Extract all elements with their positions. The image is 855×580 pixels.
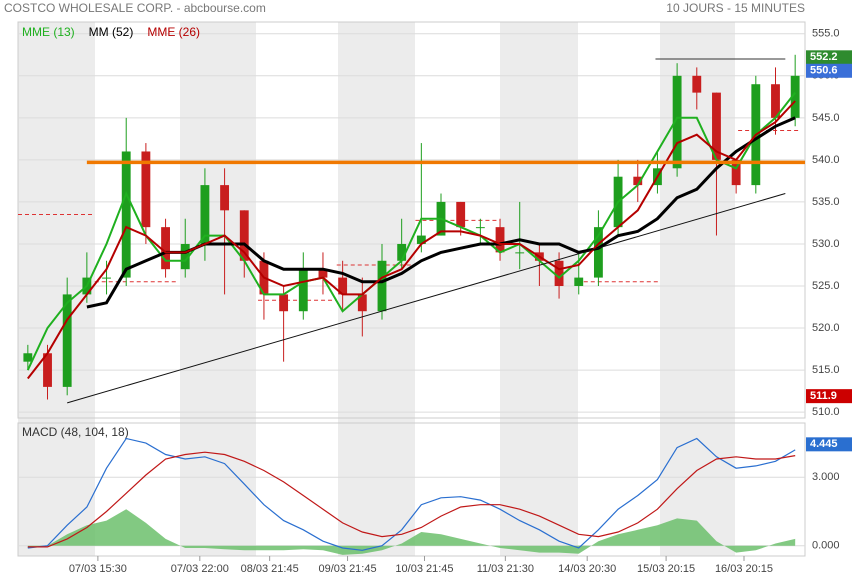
candle-body — [141, 151, 151, 228]
candle-body — [161, 227, 170, 270]
legend-entry: MM (52) — [89, 25, 134, 39]
chart-title: COSTCO WHOLESALE CORP. - abcbourse.com — [4, 1, 266, 15]
price-tag-label: 552.2 — [810, 51, 838, 63]
price-frame — [17, 21, 806, 419]
indicator-line — [27, 100, 796, 380]
candle-body — [731, 159, 741, 186]
legend-entry: MME (26) — [147, 25, 200, 39]
candle-body — [554, 260, 564, 286]
y-tick-label: 530.0 — [812, 238, 840, 250]
y-tick-label: 525.0 — [812, 280, 840, 292]
x-tick-label: 08/03 21:45 — [241, 563, 299, 575]
candle-body — [377, 260, 387, 312]
x-tick-label: 16/03 20:15 — [715, 563, 773, 575]
x-tick-label: 09/03 21:45 — [318, 563, 376, 575]
candle-body — [672, 75, 682, 169]
y-tick-label: 510.0 — [812, 406, 840, 418]
candle-body — [43, 353, 52, 387]
legend-entry: MME (13) — [22, 25, 75, 39]
candle-body — [357, 294, 367, 312]
price-tag — [806, 389, 852, 404]
y-tick-label: 0.000 — [812, 540, 840, 552]
x-tick-label: 15/03 20:15 — [637, 563, 695, 575]
chart-subtitle: 10 JOURS - 15 MINUTES — [666, 1, 805, 15]
y-tick-label: 3.000 — [812, 471, 840, 483]
session-band — [660, 22, 735, 556]
candle-body — [298, 269, 308, 312]
macd-frame — [17, 422, 806, 557]
y-tick-label: 535.0 — [812, 196, 840, 208]
session-band — [500, 22, 578, 556]
session-band — [338, 22, 415, 556]
y-tick-label: 555.0 — [812, 28, 840, 40]
candle-body — [456, 201, 466, 228]
candle-body — [62, 294, 72, 387]
y-tick-label: 540.0 — [812, 154, 840, 166]
candle-body — [416, 235, 426, 244]
candle-body — [633, 176, 643, 186]
price-tag — [806, 437, 852, 452]
macd-line — [27, 437, 796, 551]
indicator-line — [26, 91, 796, 371]
price-tag-label: 511.9 — [810, 390, 837, 402]
candle-body — [180, 243, 190, 270]
candle-body — [318, 269, 328, 278]
macd-line — [27, 451, 796, 548]
histogram-area — [27, 509, 796, 555]
candle-body — [397, 243, 407, 261]
x-tick-label: 10/03 21:45 — [395, 563, 453, 575]
session-band — [180, 22, 256, 556]
candle-body — [593, 227, 603, 278]
price-tag-label: 550.6 — [810, 65, 838, 77]
drawn-line — [67, 193, 786, 404]
price-tag-label: 4.445 — [810, 438, 838, 450]
candle-body — [790, 75, 800, 118]
candle-body — [239, 210, 249, 261]
price-tag — [806, 50, 852, 65]
candle-body — [574, 277, 584, 286]
price-tag — [806, 63, 852, 78]
x-tick-label: 07/03 15:30 — [69, 563, 127, 575]
y-tick-label: 520.0 — [812, 322, 840, 334]
candle-body — [279, 294, 289, 312]
x-tick-label: 14/03 20:30 — [558, 563, 616, 575]
candle-body — [121, 151, 131, 278]
y-tick-label: 545.0 — [812, 112, 840, 124]
candle-body — [102, 277, 111, 279]
y-tick-label: 515.0 — [812, 364, 840, 376]
candle-body — [475, 227, 485, 229]
session-bands — [18, 22, 735, 556]
candle-body — [200, 185, 210, 244]
candle-body — [23, 353, 33, 362]
x-tick-label: 11/03 21:30 — [477, 563, 534, 575]
macd-title: MACD (48, 104, 18) — [22, 425, 129, 439]
x-tick-label: 07/03 22:00 — [171, 563, 229, 575]
candle-body — [338, 277, 348, 295]
candle-body — [771, 84, 780, 118]
candle-body — [495, 227, 505, 253]
candle-body — [220, 185, 230, 211]
candle-body — [692, 75, 702, 93]
candle-body — [712, 92, 721, 160]
candle-body — [515, 252, 525, 254]
